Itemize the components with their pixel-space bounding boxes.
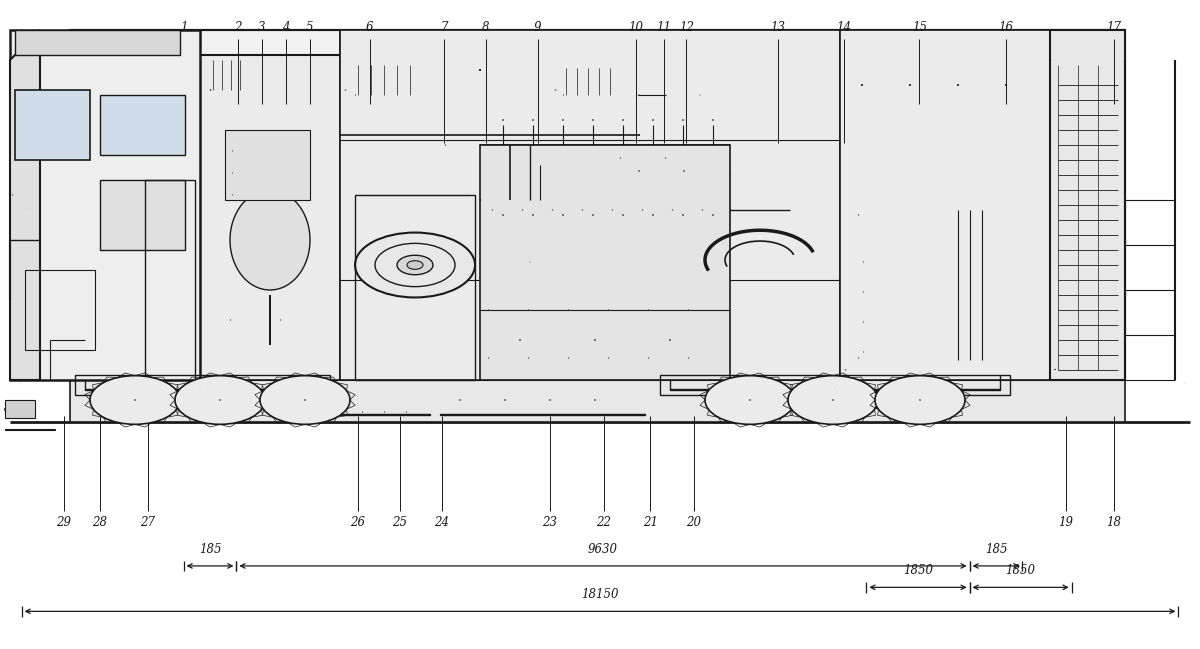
Bar — [440, 414, 646, 415]
Bar — [226, 130, 310, 200]
Text: 14: 14 — [836, 21, 851, 34]
Text: 16: 16 — [998, 21, 1013, 34]
Circle shape — [260, 376, 350, 424]
Text: 22: 22 — [596, 516, 611, 529]
Text: 25: 25 — [392, 516, 407, 529]
Circle shape — [175, 376, 265, 424]
Bar — [340, 30, 840, 380]
Text: 15: 15 — [912, 21, 926, 34]
Text: 10: 10 — [629, 21, 643, 34]
Text: 11: 11 — [656, 21, 671, 34]
Text: 9: 9 — [534, 21, 541, 34]
Text: 17: 17 — [1106, 21, 1121, 34]
Text: 23: 23 — [542, 516, 557, 529]
Bar — [5, 429, 55, 430]
Text: 2: 2 — [234, 21, 241, 34]
Text: 27: 27 — [140, 516, 155, 529]
Text: 6: 6 — [366, 21, 373, 34]
Circle shape — [875, 376, 965, 424]
Bar — [14, 90, 90, 160]
Text: 29: 29 — [56, 516, 71, 529]
Bar — [355, 195, 475, 380]
Text: 28: 28 — [92, 516, 107, 529]
Text: 1850: 1850 — [1006, 564, 1036, 577]
Bar — [1050, 30, 1126, 380]
Text: 5: 5 — [306, 21, 313, 34]
Circle shape — [407, 261, 424, 269]
Text: 1850: 1850 — [904, 564, 934, 577]
Circle shape — [788, 376, 878, 424]
Text: 20: 20 — [686, 516, 701, 529]
Bar — [100, 95, 185, 155]
Bar — [70, 380, 1126, 422]
Bar — [480, 145, 730, 380]
Text: 9630: 9630 — [588, 543, 618, 556]
Text: 18: 18 — [1106, 516, 1121, 529]
Ellipse shape — [230, 190, 310, 290]
Text: 7: 7 — [440, 21, 448, 34]
Bar — [5, 400, 35, 418]
Text: 26: 26 — [350, 516, 365, 529]
Text: 13: 13 — [770, 21, 785, 34]
Text: 18150: 18150 — [581, 588, 619, 601]
Text: 21: 21 — [643, 516, 658, 529]
Bar — [85, 389, 314, 390]
Bar — [10, 30, 200, 380]
Bar — [70, 30, 1126, 380]
Bar — [145, 180, 194, 380]
Text: 185: 185 — [985, 543, 1007, 556]
Text: 12: 12 — [679, 21, 694, 34]
Circle shape — [706, 376, 796, 424]
Bar — [670, 389, 1000, 390]
Bar — [335, 414, 430, 415]
Text: 8: 8 — [482, 21, 490, 34]
Bar — [25, 270, 95, 350]
Circle shape — [397, 255, 433, 275]
Bar — [840, 30, 1050, 380]
Text: 185: 185 — [199, 543, 221, 556]
Text: 24: 24 — [434, 516, 449, 529]
Text: 19: 19 — [1058, 516, 1073, 529]
Text: 3: 3 — [258, 21, 265, 34]
Text: 1: 1 — [180, 21, 187, 34]
Bar — [5, 409, 35, 410]
Text: 4: 4 — [282, 21, 289, 34]
Bar — [14, 30, 180, 55]
Circle shape — [355, 232, 475, 297]
Circle shape — [90, 376, 180, 424]
Bar — [200, 55, 340, 380]
Bar — [100, 180, 185, 250]
Polygon shape — [10, 30, 40, 380]
